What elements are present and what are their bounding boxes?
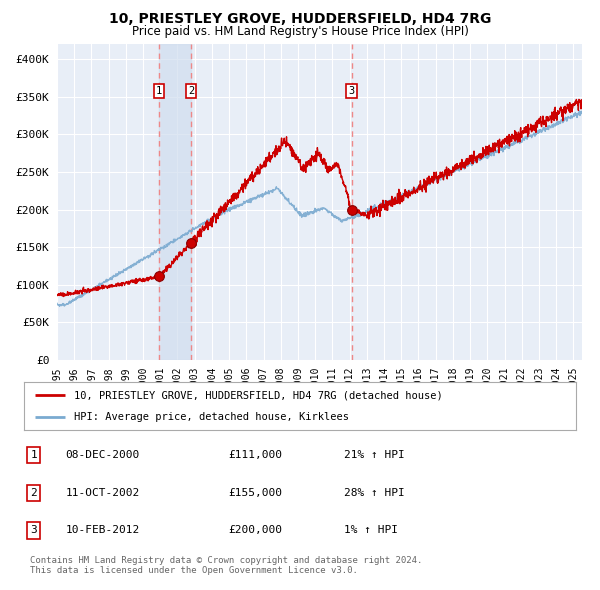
Text: 21% ↑ HPI: 21% ↑ HPI (344, 450, 405, 460)
Text: 28% ↑ HPI: 28% ↑ HPI (344, 488, 405, 497)
Text: 1% ↑ HPI: 1% ↑ HPI (344, 526, 398, 535)
Text: 3: 3 (349, 86, 355, 96)
Text: 2: 2 (188, 86, 194, 96)
Text: 10, PRIESTLEY GROVE, HUDDERSFIELD, HD4 7RG (detached house): 10, PRIESTLEY GROVE, HUDDERSFIELD, HD4 7… (74, 390, 442, 400)
Text: Contains HM Land Registry data © Crown copyright and database right 2024.
This d: Contains HM Land Registry data © Crown c… (30, 556, 422, 575)
Bar (159, 44, 191, 360)
Text: £155,000: £155,000 (228, 488, 282, 497)
Text: 3: 3 (31, 526, 37, 535)
Text: HPI: Average price, detached house, Kirklees: HPI: Average price, detached house, Kirk… (74, 412, 349, 422)
Text: Price paid vs. HM Land Registry's House Price Index (HPI): Price paid vs. HM Land Registry's House … (131, 25, 469, 38)
Text: 2: 2 (31, 488, 37, 497)
Text: 08-DEC-2000: 08-DEC-2000 (65, 450, 140, 460)
Text: 11-OCT-2002: 11-OCT-2002 (65, 488, 140, 497)
Text: £111,000: £111,000 (228, 450, 282, 460)
Text: £200,000: £200,000 (228, 526, 282, 535)
Text: 10, PRIESTLEY GROVE, HUDDERSFIELD, HD4 7RG: 10, PRIESTLEY GROVE, HUDDERSFIELD, HD4 7… (109, 12, 491, 26)
Text: 10-FEB-2012: 10-FEB-2012 (65, 526, 140, 535)
Text: 1: 1 (31, 450, 37, 460)
Text: 1: 1 (156, 86, 162, 96)
